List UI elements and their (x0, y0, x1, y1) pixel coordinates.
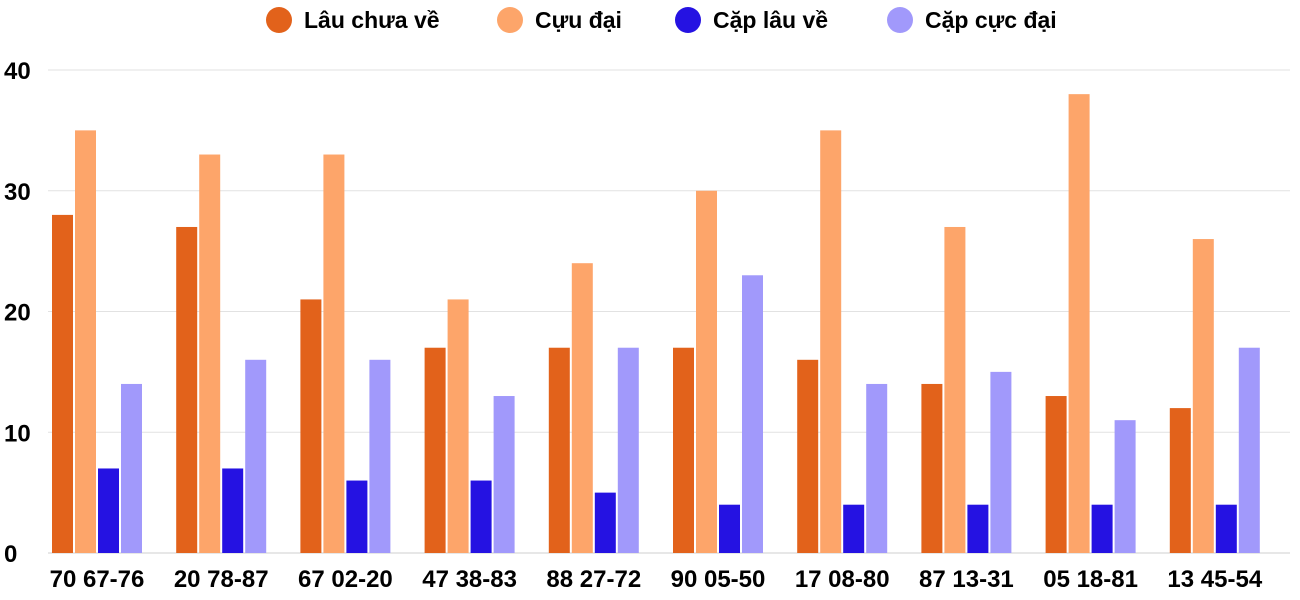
x-tick-label: 87 13-31 (919, 566, 1014, 593)
bar (1114, 420, 1136, 553)
bar (222, 468, 244, 553)
x-tick-label: 17 08-80 (795, 566, 890, 593)
bar (493, 396, 515, 553)
legend-swatch (266, 7, 292, 33)
legend-label: Cặp cực đại (925, 6, 1057, 33)
legend-item-cuu-dai: Cựu đại (497, 4, 622, 36)
y-tick-label: 40 (4, 58, 31, 85)
bar (1169, 408, 1191, 553)
bar (594, 492, 616, 553)
bar (121, 383, 142, 553)
bar (447, 299, 469, 553)
legend-item-lau-chua-ve: Lâu chưa về (266, 4, 440, 36)
bar (98, 468, 119, 553)
bar (300, 299, 322, 553)
x-tick-label: 67 02-20 (298, 566, 393, 593)
x-tick-label: 20 78-87 (174, 566, 269, 593)
bar (967, 504, 989, 553)
legend-swatch (497, 7, 523, 33)
bar (797, 359, 819, 553)
bar (75, 130, 96, 553)
bar (424, 347, 446, 553)
bar (571, 263, 593, 553)
bar (742, 275, 763, 553)
x-tick-label: 70 67-76 (50, 566, 145, 593)
x-tick-label: 05 18-81 (1043, 566, 1138, 593)
x-tick-label: 90 05-50 (671, 566, 766, 593)
legend-label: Cựu đại (535, 6, 622, 33)
bar (323, 154, 345, 553)
bar (990, 371, 1012, 553)
bar (1238, 347, 1260, 553)
y-tick-label: 20 (4, 300, 31, 327)
bar (176, 226, 198, 553)
y-tick-label: 30 (4, 179, 31, 206)
bar (52, 214, 73, 553)
bar (719, 504, 740, 553)
bar (617, 347, 639, 553)
legend-item-cap-cuc-dai: Cặp cực đại (887, 4, 1057, 36)
bar (199, 154, 221, 553)
bar (944, 226, 966, 553)
bar (1045, 396, 1067, 553)
bar (548, 347, 570, 553)
legend-swatch (887, 7, 913, 33)
legend-label: Cặp lâu về (713, 6, 829, 33)
x-tick-label: 13 45-54 (1167, 566, 1262, 593)
bar (245, 359, 267, 553)
bar (369, 359, 391, 553)
bar (673, 347, 694, 553)
bar (1192, 239, 1214, 554)
bar (921, 383, 943, 553)
x-tick-label: 47 38-83 (422, 566, 517, 593)
bar (470, 480, 492, 553)
bar (696, 190, 717, 553)
bar (843, 504, 865, 553)
bar (1068, 94, 1090, 554)
y-tick-label: 0 (4, 541, 17, 568)
bar (1091, 504, 1113, 553)
legend-swatch (675, 7, 701, 33)
legend-item-cap-lau-ve: Cặp lâu về (675, 4, 828, 36)
bar (866, 383, 888, 553)
y-tick-label: 10 (4, 420, 31, 447)
chart-legend: Lâu chưa về Cựu đại Cặp lâu về Cặp cực đ… (0, 0, 1300, 40)
bar (1215, 504, 1237, 553)
x-tick-label: 88 27-72 (546, 566, 641, 593)
bar (820, 130, 842, 553)
bar (346, 480, 368, 553)
legend-label: Lâu chưa về (304, 6, 440, 33)
